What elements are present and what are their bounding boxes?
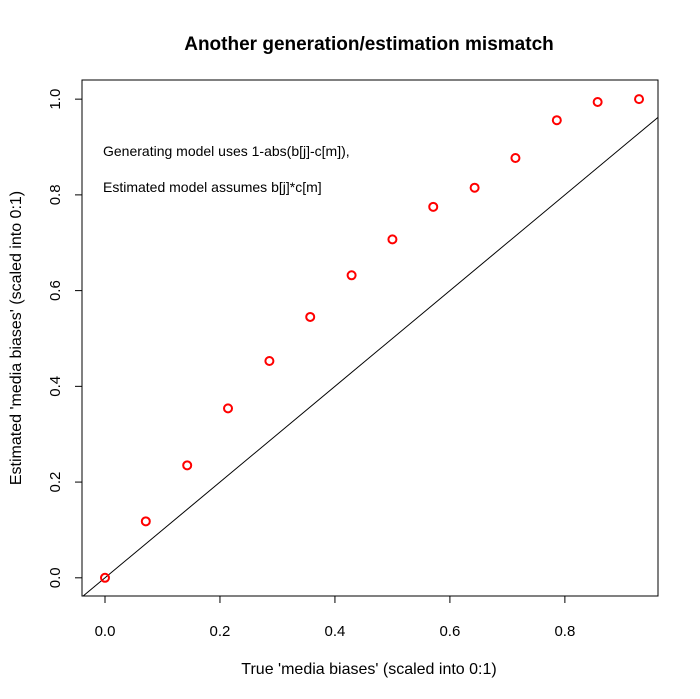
x-tick-label: 0.6 — [439, 623, 460, 640]
data-point — [592, 97, 603, 108]
y-tick-label: 0.0 — [47, 567, 64, 588]
y-axis-label: Estimated 'media biases' (scaled into 0:… — [8, 191, 25, 485]
data-point — [346, 270, 357, 281]
y-tick-label: 0.2 — [47, 472, 64, 493]
x-tick-label: 0.4 — [325, 623, 346, 640]
x-axis-label: True 'media biases' (scaled into 0:1) — [241, 661, 496, 678]
data-point — [510, 153, 521, 164]
y-tick-label: 0.4 — [47, 376, 64, 397]
data-point — [140, 516, 151, 527]
y-tick-label: 1.0 — [47, 89, 64, 110]
x-tick-label: 0.2 — [210, 623, 231, 640]
data-point — [428, 201, 439, 212]
data-point — [99, 572, 110, 583]
y-axis: 0.0 0.2 0.4 0.6 0.8 1.0 — [47, 89, 83, 588]
data-point — [551, 115, 562, 126]
data-point — [469, 182, 480, 193]
data-point — [387, 234, 398, 245]
y-tick-label: 0.6 — [47, 280, 64, 301]
plot-area — [82, 94, 659, 597]
reference-line — [82, 116, 659, 597]
data-point — [634, 94, 645, 105]
data-point — [182, 460, 193, 471]
annotation-generating-model: Generating model uses 1-abs(b[j]-c[m]), — [103, 143, 350, 159]
data-point — [305, 311, 316, 322]
y-tick-label: 0.8 — [47, 184, 64, 205]
data-point — [223, 403, 234, 414]
x-tick-label: 0.8 — [554, 623, 575, 640]
x-axis: 0.0 0.2 0.4 0.6 0.8 — [95, 595, 575, 640]
data-point — [264, 355, 275, 366]
x-tick-label: 0.0 — [95, 623, 116, 640]
chart-title: Another generation/estimation mismatch — [184, 34, 554, 55]
annotation-estimated-model: Estimated model assumes b[j]*c[m] — [103, 179, 322, 195]
